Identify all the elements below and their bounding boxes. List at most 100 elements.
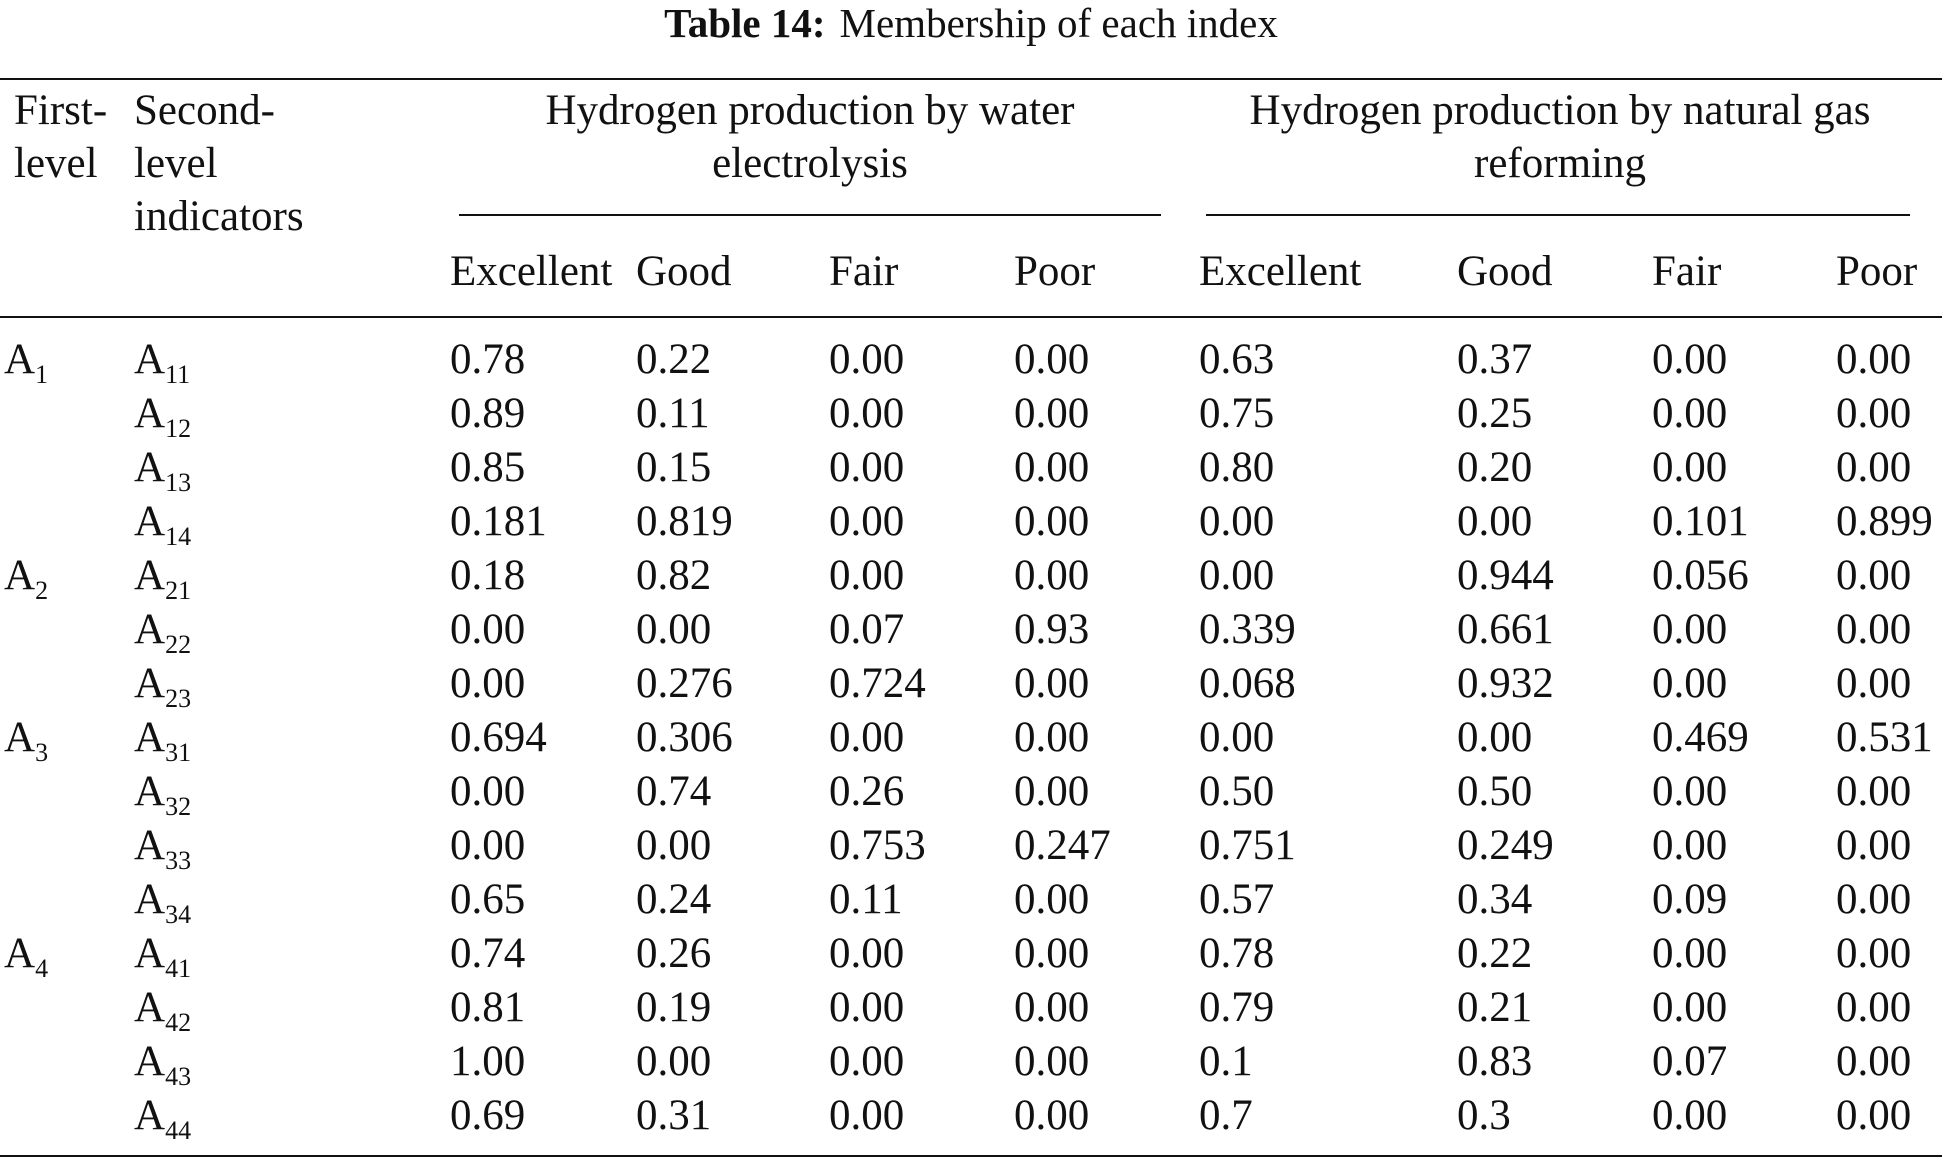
- membership-value: 0.15: [636, 444, 712, 491]
- membership-value: 0.249: [1457, 822, 1554, 869]
- membership-value: 0.00: [1014, 336, 1090, 383]
- membership-value: 0.00: [829, 1038, 905, 1085]
- table-caption: Table 14: Membership of each index: [0, 0, 1942, 46]
- second-level-indicator: A43: [134, 1035, 191, 1094]
- membership-value: 0.00: [1836, 660, 1912, 707]
- indicator-base: A: [4, 930, 36, 977]
- grade-header: Good: [636, 248, 732, 295]
- membership-value: 0.20: [1457, 444, 1533, 491]
- membership-value: 0.00: [829, 552, 905, 599]
- top-rule: [0, 78, 1942, 80]
- indicator-base: A: [134, 930, 166, 977]
- membership-value: 0.00: [1014, 984, 1090, 1031]
- membership-value: 0.00: [1199, 498, 1275, 545]
- membership-value: 0.00: [636, 1038, 712, 1085]
- membership-value: 0.00: [1652, 660, 1728, 707]
- indicator-base: A: [134, 822, 166, 869]
- membership-value: 0.00: [1652, 822, 1728, 869]
- membership-value: 0.18: [450, 552, 526, 599]
- membership-value: 0.34: [1457, 876, 1533, 923]
- indicator-base: A: [134, 1092, 166, 1139]
- membership-value: 0.37: [1457, 336, 1533, 383]
- membership-value: 0.00: [1836, 336, 1912, 383]
- membership-value: 0.00: [1652, 768, 1728, 815]
- group-rule-gas: [1206, 214, 1910, 216]
- membership-value: 0.11: [636, 390, 710, 437]
- indicator-subscript: 2: [35, 576, 49, 605]
- membership-value: 0.93: [1014, 606, 1090, 653]
- membership-value: 0.101: [1652, 498, 1749, 545]
- second-level-indicator: A21: [134, 549, 191, 608]
- second-level-indicator: A23: [134, 657, 191, 716]
- indicator-subscript: 44: [165, 1116, 192, 1145]
- second-level-indicator: A13: [134, 441, 191, 500]
- membership-value: 0.00: [1652, 606, 1728, 653]
- indicator-subscript: 43: [165, 1062, 192, 1091]
- membership-value: 0.932: [1457, 660, 1554, 707]
- membership-value: 0.09: [1652, 876, 1728, 923]
- membership-value: 0.00: [450, 660, 526, 707]
- membership-value: 0.81: [450, 984, 526, 1031]
- membership-value: 0.00: [1836, 1038, 1912, 1085]
- membership-value: 0.00: [829, 1092, 905, 1139]
- membership-value: 0.50: [1199, 768, 1275, 815]
- membership-value: 0.00: [1836, 876, 1912, 923]
- membership-value: 0.22: [1457, 930, 1533, 977]
- membership-value: 0.00: [1836, 390, 1912, 437]
- membership-value: 0.944: [1457, 552, 1554, 599]
- membership-value: 0.724: [829, 660, 926, 707]
- membership-value: 0.00: [636, 822, 712, 869]
- membership-value: 0.83: [1457, 1038, 1533, 1085]
- membership-value: 0.80: [1199, 444, 1275, 491]
- membership-value: 0.50: [1457, 768, 1533, 815]
- group-rule-water: [459, 214, 1161, 216]
- membership-value: 0.82: [636, 552, 712, 599]
- membership-value: 0.00: [829, 714, 905, 761]
- membership-value: 0.306: [636, 714, 733, 761]
- first-level-indicator: A1: [4, 333, 48, 392]
- membership-value: 0.00: [829, 984, 905, 1031]
- membership-value: 0.00: [450, 768, 526, 815]
- indicator-subscript: 32: [165, 792, 192, 821]
- indicator-subscript: 33: [165, 846, 192, 875]
- membership-value: 0.819: [636, 498, 733, 545]
- membership-value: 0.78: [450, 336, 526, 383]
- membership-value: 0.11: [829, 876, 903, 923]
- indicator-subscript: 23: [165, 684, 192, 713]
- membership-value: 0.00: [1457, 714, 1533, 761]
- membership-value: 0.07: [829, 606, 905, 653]
- second-level-indicator: A14: [134, 495, 191, 554]
- membership-value: 0.07: [1652, 1038, 1728, 1085]
- second-level-indicator: A32: [134, 765, 191, 824]
- membership-value: 0.75: [1199, 390, 1275, 437]
- membership-value: 0.00: [1014, 552, 1090, 599]
- membership-value: 0.21: [1457, 984, 1533, 1031]
- membership-value: 0.00: [1652, 444, 1728, 491]
- membership-value: 0.00: [1014, 714, 1090, 761]
- header-second-level: Second- level indicators: [134, 87, 304, 240]
- membership-value: 0.00: [829, 930, 905, 977]
- membership-value: 0.247: [1014, 822, 1111, 869]
- second-level-indicator: A33: [134, 819, 191, 878]
- membership-value: 0.751: [1199, 822, 1296, 869]
- indicator-subscript: 14: [165, 522, 192, 551]
- indicator-base: A: [134, 876, 166, 923]
- second-level-indicator: A22: [134, 603, 191, 662]
- membership-value: 1.00: [450, 1038, 526, 1085]
- second-level-indicator: A34: [134, 873, 191, 932]
- grade-header: Fair: [1652, 248, 1722, 295]
- membership-value: 0.00: [1652, 984, 1728, 1031]
- membership-value: 0.31: [636, 1092, 712, 1139]
- indicator-subscript: 12: [165, 414, 192, 443]
- membership-value: 0.00: [1014, 1092, 1090, 1139]
- indicator-subscript: 11: [165, 360, 191, 389]
- indicator-base: A: [134, 444, 166, 491]
- membership-value: 0.00: [1836, 768, 1912, 815]
- first-level-indicator: A4: [4, 927, 48, 986]
- membership-value: 0.00: [1836, 444, 1912, 491]
- membership-value: 0.85: [450, 444, 526, 491]
- membership-value: 0.00: [1014, 1038, 1090, 1085]
- membership-value: 0.78: [1199, 930, 1275, 977]
- indicator-base: A: [134, 984, 166, 1031]
- indicator-subscript: 42: [165, 1008, 192, 1037]
